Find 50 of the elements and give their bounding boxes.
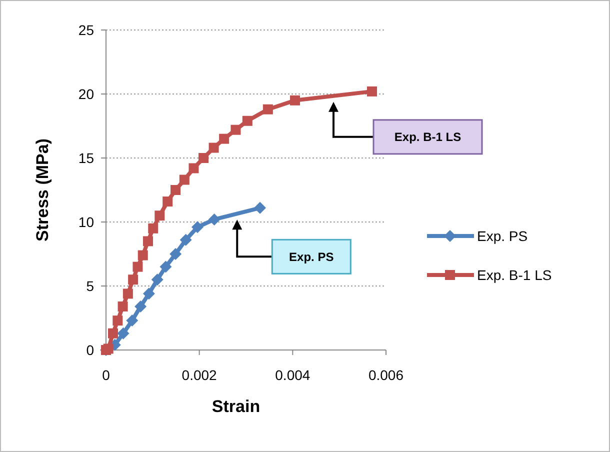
point	[154, 210, 165, 221]
x-axis-title: Strain	[212, 397, 260, 416]
point	[112, 316, 123, 326]
point	[108, 328, 118, 338]
y-tick-label: 5	[86, 278, 94, 294]
x-tick-label: 0	[102, 367, 110, 383]
annotation: Exp. PS	[289, 250, 334, 264]
point	[138, 250, 148, 260]
point	[170, 248, 182, 260]
legend-label: Exp. B-1 LS	[477, 266, 552, 283]
text: Exp. B-1 LS	[394, 130, 462, 144]
y-axis-title: Stress (MPa)	[33, 138, 52, 242]
point	[230, 124, 241, 135]
point	[367, 86, 377, 96]
point	[242, 116, 252, 126]
point	[151, 274, 164, 286]
point	[198, 153, 209, 163]
point	[118, 301, 128, 312]
point	[160, 260, 172, 273]
point	[219, 134, 230, 144]
point	[170, 185, 181, 195]
point	[162, 196, 173, 207]
point	[180, 234, 192, 246]
legend-label: Exp. PS	[477, 228, 528, 244]
x-tick-label: 0.004	[275, 367, 310, 383]
point	[126, 314, 138, 327]
point	[103, 344, 114, 354]
point	[179, 174, 190, 185]
point	[254, 202, 266, 214]
x-tick-label: 0.006	[368, 367, 404, 383]
y-tick-label: 20	[78, 86, 94, 102]
point	[132, 262, 143, 272]
point	[142, 288, 155, 300]
point	[122, 288, 133, 299]
y-tick-label: 10	[78, 214, 94, 230]
y-tick-label: 25	[78, 22, 94, 38]
point	[134, 300, 147, 312]
y-tick-label: 15	[78, 150, 94, 166]
point	[208, 213, 220, 226]
point	[262, 104, 273, 114]
point	[191, 221, 204, 234]
point	[148, 223, 158, 234]
point	[208, 142, 219, 153]
y-tick-label: 0	[86, 342, 94, 358]
point	[128, 274, 138, 285]
point	[117, 327, 130, 340]
point	[290, 95, 300, 106]
point	[143, 236, 153, 246]
point	[188, 163, 199, 174]
x-tick-label: 0.002	[182, 367, 218, 383]
